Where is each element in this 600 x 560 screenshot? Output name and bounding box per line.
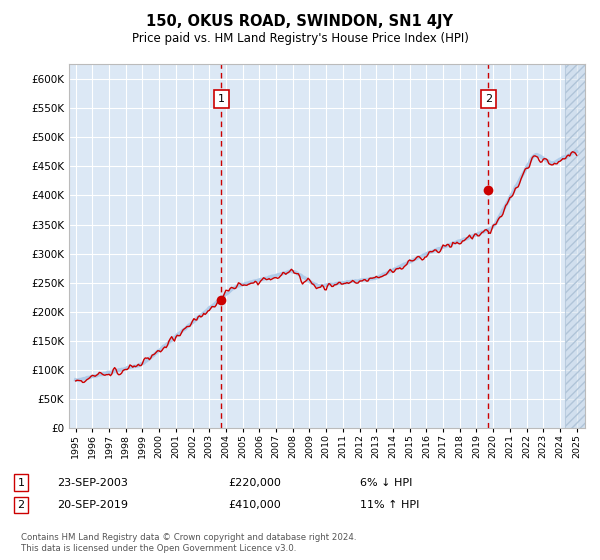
Text: £410,000: £410,000 [228, 500, 281, 510]
Text: £220,000: £220,000 [228, 478, 281, 488]
Text: 20-SEP-2019: 20-SEP-2019 [57, 500, 128, 510]
Text: Contains HM Land Registry data © Crown copyright and database right 2024.
This d: Contains HM Land Registry data © Crown c… [21, 533, 356, 553]
Text: 11% ↑ HPI: 11% ↑ HPI [360, 500, 419, 510]
Text: Price paid vs. HM Land Registry's House Price Index (HPI): Price paid vs. HM Land Registry's House … [131, 32, 469, 45]
Text: 150, OKUS ROAD, SWINDON, SN1 4JY: 150, OKUS ROAD, SWINDON, SN1 4JY [146, 14, 454, 29]
Text: 23-SEP-2003: 23-SEP-2003 [57, 478, 128, 488]
Text: 2: 2 [17, 500, 25, 510]
Text: 6% ↓ HPI: 6% ↓ HPI [360, 478, 412, 488]
Text: 1: 1 [218, 94, 225, 104]
Bar [565, 64, 590, 428]
Text: 2: 2 [485, 94, 492, 104]
Text: 1: 1 [17, 478, 25, 488]
Bar [565, 64, 590, 428]
